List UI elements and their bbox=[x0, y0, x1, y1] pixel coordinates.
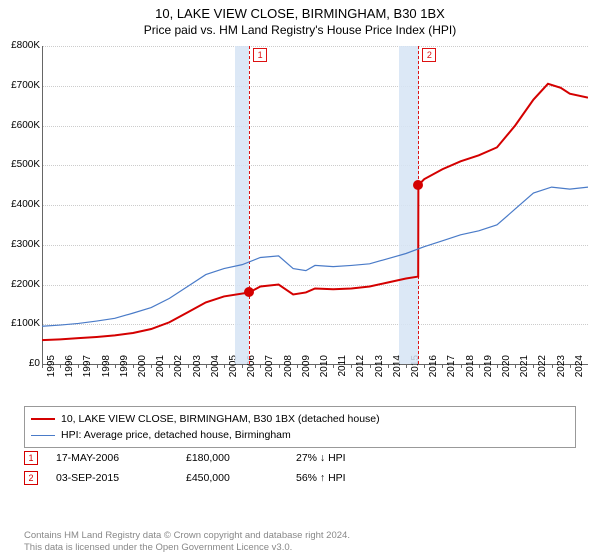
sale-hpi-delta: 56% ↑ HPI bbox=[296, 472, 406, 484]
series-line-hpi bbox=[42, 187, 588, 326]
x-tick-mark bbox=[151, 364, 152, 368]
x-tick-mark bbox=[424, 364, 425, 368]
x-tick-mark bbox=[442, 364, 443, 368]
x-tick-mark bbox=[497, 364, 498, 368]
sale-date: 17-MAY-2006 bbox=[56, 452, 186, 464]
x-tick-mark bbox=[479, 364, 480, 368]
x-tick-mark bbox=[406, 364, 407, 368]
legend-label: 10, LAKE VIEW CLOSE, BIRMINGHAM, B30 1BX… bbox=[61, 413, 380, 425]
y-tick-label: £800K bbox=[0, 40, 40, 51]
chart-container: 10, LAKE VIEW CLOSE, BIRMINGHAM, B30 1BX… bbox=[0, 0, 600, 560]
x-tick-mark bbox=[260, 364, 261, 368]
x-tick-mark bbox=[297, 364, 298, 368]
series-svg bbox=[42, 46, 588, 364]
x-tick-mark bbox=[169, 364, 170, 368]
chart-title: 10, LAKE VIEW CLOSE, BIRMINGHAM, B30 1BX bbox=[0, 0, 600, 21]
plot-area: £0£100K£200K£300K£400K£500K£600K£700K£80… bbox=[42, 46, 588, 364]
sale-date: 03-SEP-2015 bbox=[56, 472, 186, 484]
legend-swatch bbox=[31, 435, 55, 436]
chart-subtitle: Price paid vs. HM Land Registry's House … bbox=[0, 21, 600, 41]
y-tick-label: £600K bbox=[0, 120, 40, 131]
y-tick-label: £500K bbox=[0, 159, 40, 170]
legend-item: HPI: Average price, detached house, Birm… bbox=[31, 427, 569, 443]
sale-hpi-delta: 27% ↓ HPI bbox=[296, 452, 406, 464]
legend-item: 10, LAKE VIEW CLOSE, BIRMINGHAM, B30 1BX… bbox=[31, 411, 569, 427]
x-tick-mark bbox=[533, 364, 534, 368]
sale-number-box: 2 bbox=[24, 471, 38, 485]
x-tick-mark bbox=[333, 364, 334, 368]
sales-table: 1 17-MAY-2006£180,00027% ↓ HPI 2 03-SEP-201… bbox=[24, 448, 576, 488]
x-tick-mark bbox=[42, 364, 43, 368]
x-tick-mark bbox=[97, 364, 98, 368]
x-tick-mark bbox=[279, 364, 280, 368]
x-tick-mark bbox=[570, 364, 571, 368]
x-tick-mark bbox=[60, 364, 61, 368]
x-tick-mark bbox=[188, 364, 189, 368]
sale-number-box: 1 bbox=[24, 451, 38, 465]
sale-price: £450,000 bbox=[186, 472, 296, 484]
legend: 10, LAKE VIEW CLOSE, BIRMINGHAM, B30 1BX… bbox=[24, 406, 576, 448]
x-tick-mark bbox=[224, 364, 225, 368]
x-tick-mark bbox=[115, 364, 116, 368]
footer-attribution: Contains HM Land Registry data © Crown c… bbox=[24, 530, 576, 554]
x-tick-mark bbox=[461, 364, 462, 368]
y-tick-label: £100K bbox=[0, 318, 40, 329]
y-tick-label: £0 bbox=[0, 358, 40, 369]
x-tick-mark bbox=[515, 364, 516, 368]
footer-line: This data is licensed under the Open Gov… bbox=[24, 542, 576, 554]
sale-row: 1 17-MAY-2006£180,00027% ↓ HPI bbox=[24, 448, 576, 468]
sale-price: £180,000 bbox=[186, 452, 296, 464]
footer-line: Contains HM Land Registry data © Crown c… bbox=[24, 530, 576, 542]
y-tick-label: £400K bbox=[0, 199, 40, 210]
x-tick-mark bbox=[206, 364, 207, 368]
y-tick-label: £300K bbox=[0, 239, 40, 250]
x-tick-mark bbox=[315, 364, 316, 368]
x-tick-mark bbox=[388, 364, 389, 368]
legend-swatch bbox=[31, 418, 55, 420]
series-line-price_paid bbox=[42, 84, 588, 340]
x-tick-mark bbox=[78, 364, 79, 368]
x-tick-mark bbox=[370, 364, 371, 368]
x-tick-mark bbox=[351, 364, 352, 368]
x-tick-mark bbox=[552, 364, 553, 368]
sale-row: 2 03-SEP-2015£450,00056% ↑ HPI bbox=[24, 468, 576, 488]
y-tick-label: £700K bbox=[0, 80, 40, 91]
x-tick-mark bbox=[242, 364, 243, 368]
x-tick-mark bbox=[133, 364, 134, 368]
legend-label: HPI: Average price, detached house, Birm… bbox=[61, 429, 291, 441]
y-tick-label: £200K bbox=[0, 279, 40, 290]
